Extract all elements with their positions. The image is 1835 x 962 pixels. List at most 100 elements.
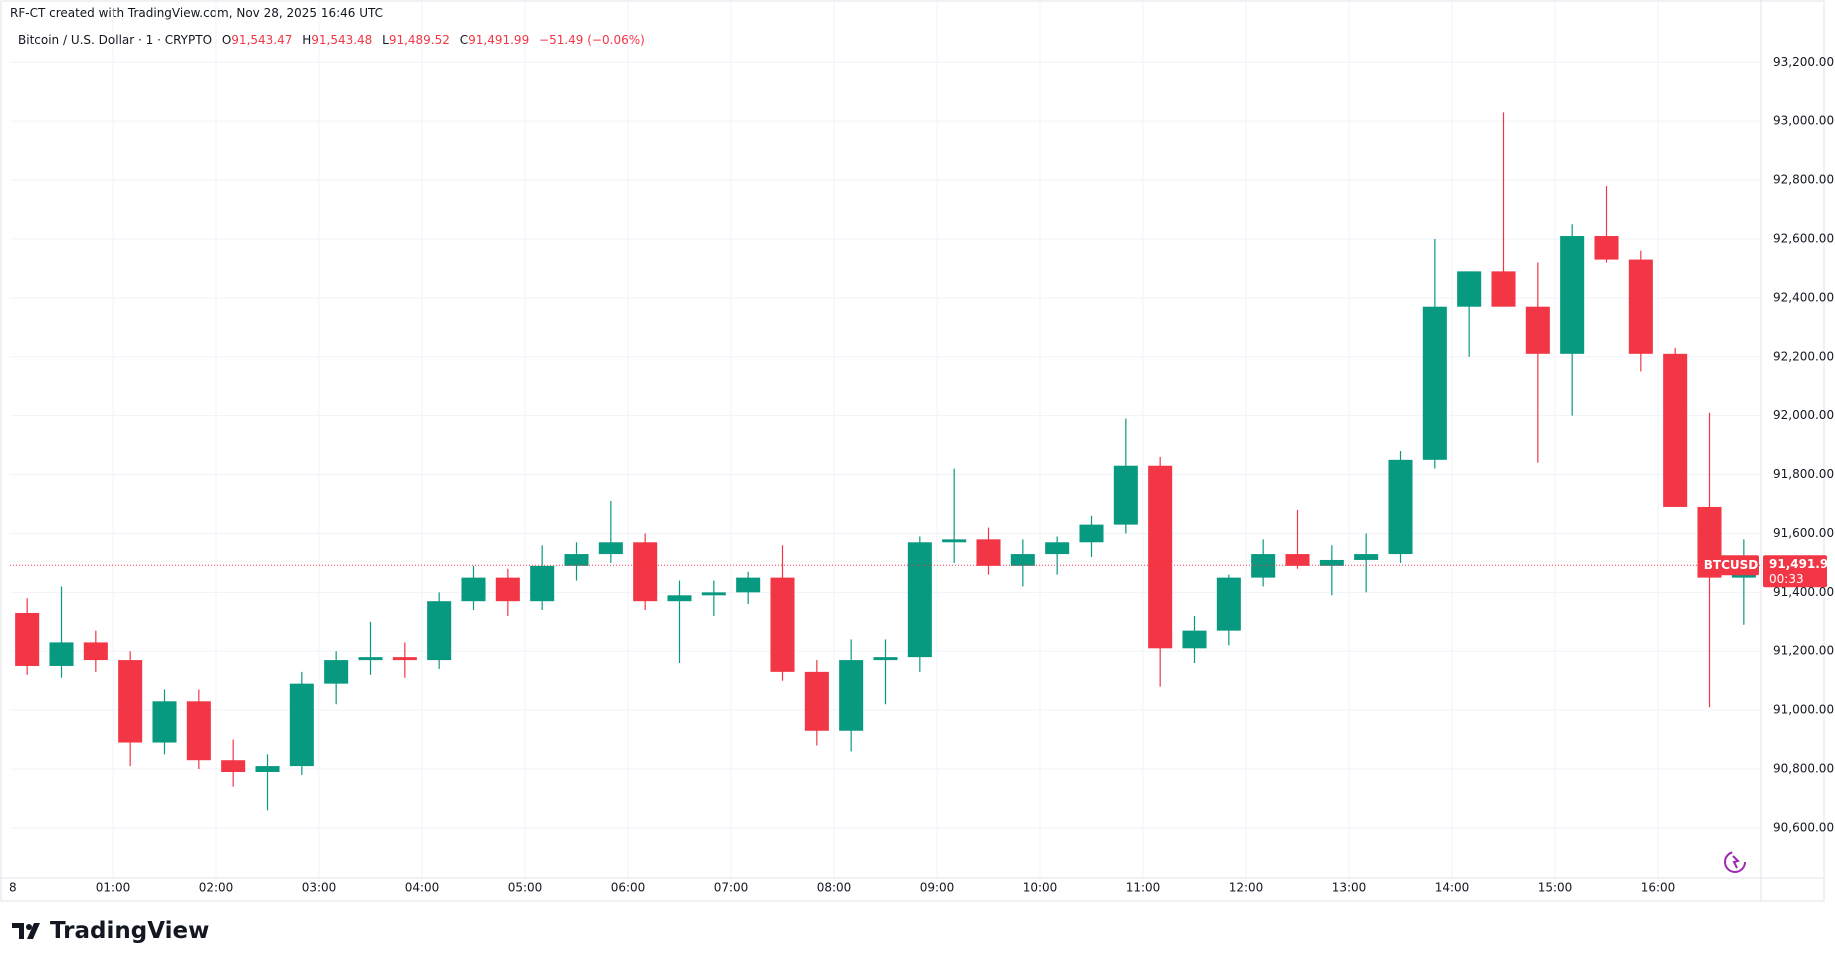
countdown: 00:33 <box>1769 572 1804 586</box>
candle-body <box>736 577 761 593</box>
candle-body <box>976 539 1001 566</box>
y-tick-label: 91,600.00 <box>1773 526 1834 540</box>
price-tag-text: 91,491.99 <box>1769 557 1835 571</box>
candle-body <box>1285 554 1310 566</box>
candle-body <box>1354 554 1379 560</box>
candle-body <box>1457 271 1482 307</box>
y-tick-label: 91,000.00 <box>1773 703 1834 717</box>
c-label: C <box>459 33 469 47</box>
x-tick-label: 06:00 <box>611 881 646 895</box>
h-label: H <box>302 33 312 47</box>
y-tick-label: 93,200.00 <box>1773 55 1834 69</box>
legend: Bitcoin / U.S. Dollar · 1 · CRYPTO O91,5… <box>18 33 645 47</box>
y-tick-label: 90,600.00 <box>1773 820 1834 834</box>
caption: RF-CT created with TradingView.com, Nov … <box>10 6 384 20</box>
candles <box>10 112 1761 811</box>
candle-body <box>1560 236 1585 354</box>
x-tick-label: 08:00 <box>817 881 852 895</box>
candle-body <box>392 657 417 661</box>
candle-body <box>839 660 864 731</box>
candle-body <box>1216 577 1241 631</box>
y-tick-label: 92,400.00 <box>1773 290 1834 304</box>
x-tick-label: 11:00 <box>1126 881 1161 895</box>
x-tick-label: 16:00 <box>1641 881 1676 895</box>
candle-body <box>1663 353 1688 507</box>
x-tick-label: 09:00 <box>920 881 955 895</box>
candle-body <box>324 660 349 684</box>
y-tick-label: 90,800.00 <box>1773 762 1834 776</box>
axes: 90,600.00 90,800.00 91,000.00 91,200.00 91,4… <box>0 0 1835 901</box>
candle-body <box>667 595 692 602</box>
candle-body <box>1045 542 1070 555</box>
y-tick-label: 91,800.00 <box>1773 467 1834 481</box>
h-value: 91,543.48 <box>311 33 373 47</box>
candle-body <box>1594 236 1619 260</box>
chart-frame <box>0 0 1825 902</box>
icon-ring <box>1724 851 1746 873</box>
candle-body <box>427 601 452 661</box>
candle-body <box>221 760 246 772</box>
y-tick-label: 92,600.00 <box>1773 231 1834 245</box>
candle-body <box>701 592 726 596</box>
symbol-tag <box>1703 555 1759 576</box>
candle-body <box>1525 306 1550 354</box>
candle-body <box>1182 630 1207 649</box>
candle-body <box>461 577 486 602</box>
x-tick-label: 04:00 <box>405 881 440 895</box>
x-tick-label: 03:00 <box>302 881 337 895</box>
o-value: 91,543.47 <box>231 33 293 47</box>
x-tick-label: 15:00 <box>1538 881 1573 895</box>
candle-body <box>1388 459 1413 555</box>
candle-body <box>598 542 623 555</box>
day-label: 8 <box>9 881 17 895</box>
candle-body <box>255 766 280 772</box>
candle-body <box>770 577 795 672</box>
candle-body <box>152 701 177 743</box>
l-label: L <box>382 33 389 47</box>
candle-body <box>633 542 658 602</box>
y-tick-label: 92,800.00 <box>1773 173 1834 187</box>
candle-body <box>804 671 829 731</box>
x-tick-label: 10:00 <box>1023 881 1058 895</box>
y-tick-label: 92,200.00 <box>1773 349 1834 363</box>
candle-body <box>1251 554 1276 578</box>
candle-body <box>1491 271 1516 307</box>
logo-shape <box>12 923 40 939</box>
x-tick-label: 12:00 <box>1229 881 1264 895</box>
candle-body <box>186 701 211 761</box>
x-tick-label: 01:00 <box>96 881 131 895</box>
candle-body <box>118 660 143 743</box>
assistant-icon[interactable] <box>1724 851 1746 873</box>
y-tick-label: 91,400.00 <box>1773 585 1834 599</box>
candle-body <box>530 565 555 602</box>
candle-body <box>15 612 40 666</box>
candle-body <box>907 542 932 658</box>
x-tick-label: 02:00 <box>199 881 234 895</box>
brand-logo <box>12 923 40 939</box>
candle-body <box>83 642 108 661</box>
candle-body <box>1422 306 1447 460</box>
symbol-tag-text: BTCUSD <box>1704 558 1759 572</box>
candle-body <box>873 657 898 661</box>
o-label: O <box>221 33 232 47</box>
candle-body <box>289 683 314 767</box>
candle-body <box>358 657 383 661</box>
candle-body <box>942 539 967 543</box>
candle-body <box>495 577 520 602</box>
brand[interactable]: TradingView <box>12 918 209 944</box>
candle-body <box>1628 259 1653 354</box>
x-tick-label: 07:00 <box>714 881 749 895</box>
y-tick-label: 91,200.00 <box>1773 644 1834 658</box>
grid <box>10 0 1761 878</box>
y-tick-label: 92,000.00 <box>1773 408 1834 422</box>
candle-body <box>1319 559 1344 566</box>
icon-bolt <box>1732 855 1740 869</box>
candle-body <box>1079 524 1104 543</box>
candle-body <box>49 642 74 666</box>
candle-body <box>564 554 589 566</box>
candle-body <box>1148 465 1173 649</box>
change: −51.49 (−0.06%) <box>539 33 645 47</box>
x-tick-label: 13:00 <box>1332 881 1367 895</box>
